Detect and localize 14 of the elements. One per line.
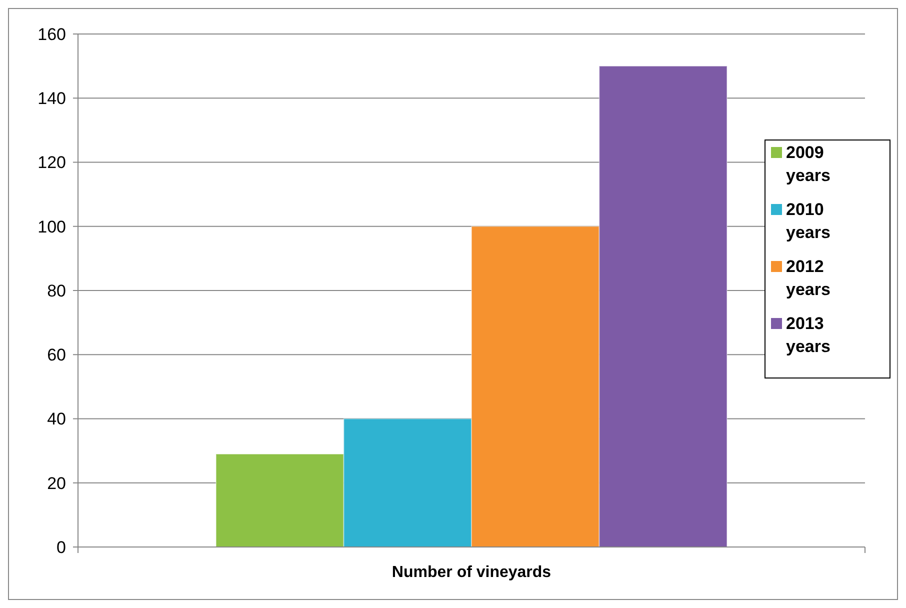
legend-label: 2009 years <box>786 143 830 185</box>
y-tick-label: 40 <box>47 410 66 429</box>
y-tick-label: 60 <box>47 346 66 365</box>
y-tick-label: 20 <box>47 474 66 493</box>
y-tick-label: 120 <box>38 153 66 172</box>
legend-label: 2013 years <box>786 314 830 356</box>
y-tick-label: 0 <box>56 538 66 557</box>
legend-label: 2010 years <box>786 200 830 242</box>
y-tick-label: 100 <box>38 217 66 236</box>
legend-label: 2012 years <box>786 257 830 299</box>
y-tick-label: 80 <box>47 281 66 300</box>
y-tick-label: 140 <box>38 89 66 108</box>
x-tick-label: Number of vineyards <box>392 564 552 581</box>
y-tick-label: 160 <box>38 24 66 44</box>
